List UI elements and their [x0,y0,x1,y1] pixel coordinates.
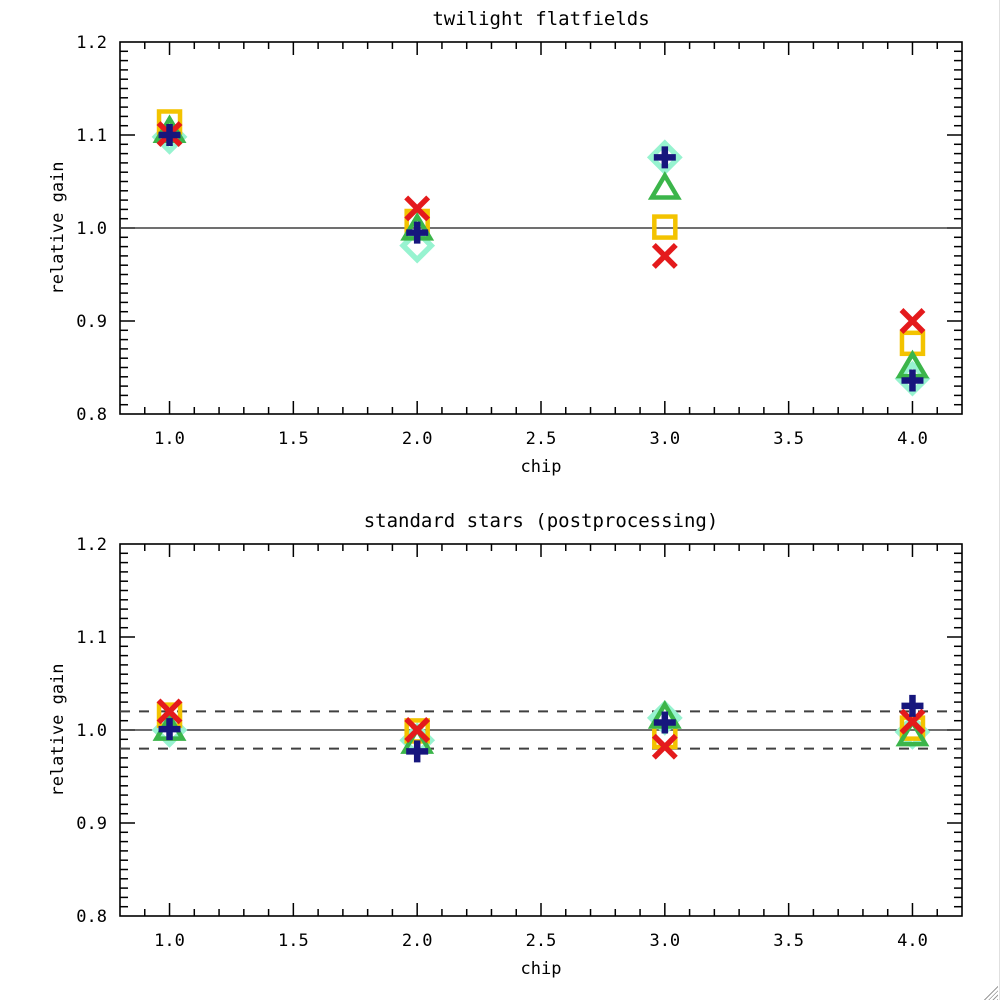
axis-ticks [120,42,962,414]
marker-cross [404,195,431,222]
x-tick-label: 1.5 [278,429,309,449]
tick-labels: 1.0 1.5 2.0 2.5 3.0 3.5 4.0 0.8 0.9 1.0 1.1 1.2 [76,33,928,449]
chart1-ylabel: relative gain [48,161,68,295]
marker-cross [404,717,431,743]
y-tick-label: 1.2 [76,535,107,555]
marker-square [652,214,678,240]
y-tick-label: 1.2 [76,33,107,53]
x-tick-label: 3.5 [773,931,804,951]
chart1-xlabel: chip [520,457,562,477]
x-tick-label: 1.0 [154,931,185,951]
x-tick-label: 2.0 [402,931,433,951]
marker-plus [653,711,676,734]
marker-plus [653,146,676,169]
marker-plus [901,694,924,717]
chart2-title: standard stars (postprocessing) [363,510,719,532]
marker-plus [406,221,429,244]
x-tick-label: 4.0 [897,429,928,449]
chart2-xlabel: chip [520,959,562,979]
marker-plus [901,369,924,392]
marker-triangle [895,717,930,747]
x-tick-label: 4.0 [897,931,928,951]
marker-cross [899,708,926,735]
x-tick-label: 2.5 [526,429,557,449]
marker-plus [158,124,181,146]
x-tick-label: 2.0 [402,429,433,449]
tick-labels: 1.0 1.5 2.0 2.5 3.0 3.5 4.0 0.8 0.9 1.0 1.1 1.2 [76,535,928,951]
plot-standard-stars: 1.0 1.5 2.0 2.5 3.0 3.5 4.0 0.8 0.9 1.0 1.1 1.2 [76,535,963,951]
x-tick-label: 2.5 [526,931,557,951]
marker-cross [899,308,926,334]
chart2-ylabel: relative gain [48,663,68,797]
x-tick-label: 1.0 [154,429,185,449]
x-tick-label: 3.5 [773,429,804,449]
x-tick-label: 3.0 [649,931,680,951]
y-tick-label: 1.1 [76,126,107,146]
y-tick-label: 0.8 [76,405,107,425]
data-points [151,109,931,397]
y-tick-label: 0.9 [76,814,107,834]
marker-square [899,715,926,741]
y-tick-label: 1.1 [76,628,107,648]
data-points [151,694,931,763]
y-tick-label: 0.9 [76,312,107,332]
y-tick-label: 1.0 [76,219,107,239]
chart1-title: twilight flatfields [432,8,650,30]
y-tick-label: 1.0 [76,721,107,741]
marker-cross [651,733,678,760]
y-tick-label: 0.8 [76,907,107,927]
marker-cross [156,698,183,725]
marker-cross [651,242,678,269]
plot-twilight-flatfields: 1.0 1.5 2.0 2.5 3.0 3.5 4.0 0.8 0.9 1.0 1.1 1.2 [76,33,963,449]
marker-plus [158,718,181,741]
marker-triangle [647,171,682,200]
marker-diamond [399,227,436,264]
x-tick-label: 1.5 [278,931,309,951]
x-tick-label: 3.0 [649,429,680,449]
marker-plus [406,740,429,763]
